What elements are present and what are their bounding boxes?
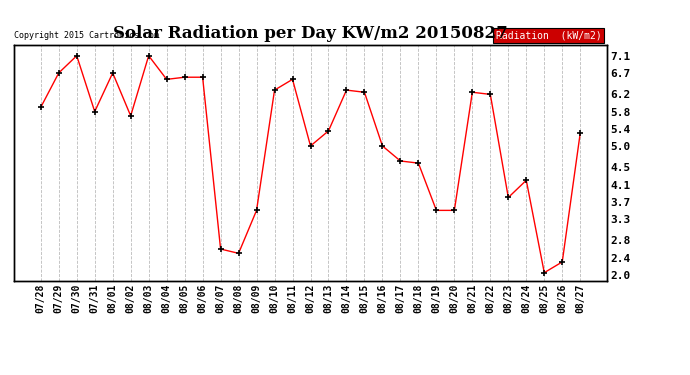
Text: Copyright 2015 Cartronics.com: Copyright 2015 Cartronics.com [14, 31, 159, 40]
Text: Radiation  (kW/m2): Radiation (kW/m2) [495, 30, 601, 40]
Title: Solar Radiation per Day KW/m2 20150827: Solar Radiation per Day KW/m2 20150827 [113, 25, 508, 42]
